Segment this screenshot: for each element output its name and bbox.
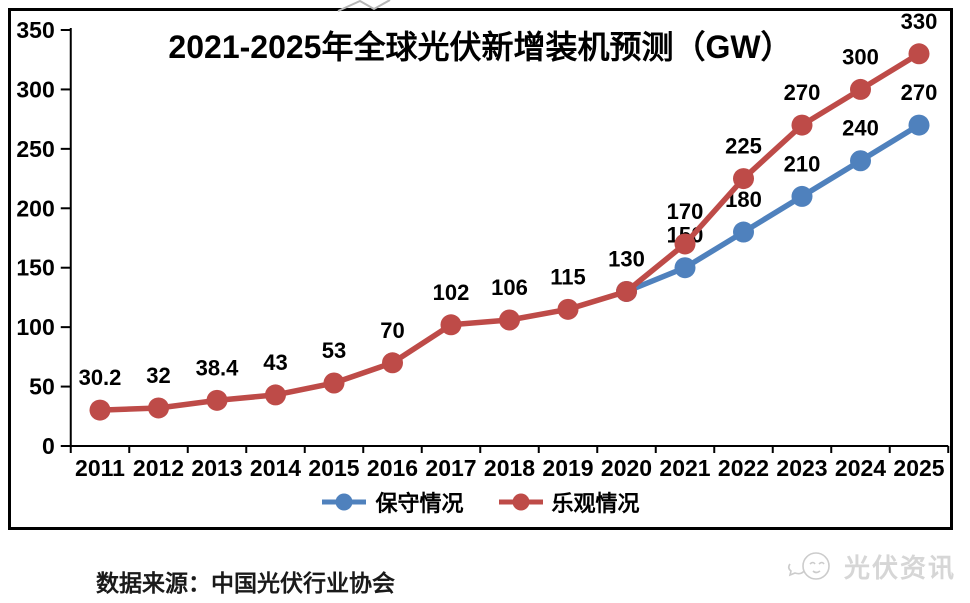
x-axis-tick-label: 2021 [659, 455, 710, 481]
series-line-conservative [625, 122, 921, 295]
y-axis-tick-label: 200 [16, 195, 54, 221]
watermark-text: 光伏资讯 [843, 552, 956, 583]
x-axis-tick-label: 2012 [133, 455, 184, 481]
y-axis-tick-label: 100 [16, 314, 54, 340]
watermark-face-icon [787, 552, 830, 580]
x-axis-tick-label: 2023 [776, 455, 827, 481]
legend-label-optimistic: 乐观情况 [551, 491, 640, 516]
data-point-label: 330 [901, 9, 938, 34]
data-point-label: 70 [380, 318, 404, 343]
y-axis-tick-label: 0 [42, 433, 55, 459]
data-point-label: 240 [842, 116, 879, 141]
data-point-label: 32 [146, 363, 170, 388]
x-axis-tick-label: 2014 [250, 455, 301, 481]
data-point-marker [265, 384, 286, 406]
x-axis-tick-label: 2015 [308, 455, 359, 481]
data-point-label: 43 [263, 350, 287, 375]
data-point-marker [440, 314, 462, 336]
x-axis-tick-label: 2011 [75, 455, 125, 481]
data-point-marker [791, 185, 813, 207]
watermark-fragment [337, 0, 391, 12]
source-note: 数据来源：中国光伏行业协会 [96, 570, 395, 596]
data-point-marker [733, 221, 754, 243]
data-point-marker [323, 372, 345, 394]
x-axis-tick-label: 2013 [191, 455, 242, 481]
chart-legend: 保守情况 乐观情况 [8, 486, 953, 518]
data-point-label: 170 [667, 199, 704, 224]
data-point-marker [89, 399, 111, 421]
y-axis-tick-label: 250 [16, 136, 54, 162]
data-point-marker [499, 309, 520, 331]
data-point-label: 270 [901, 80, 938, 105]
data-point-marker [616, 280, 637, 302]
data-point-label: 106 [491, 275, 528, 300]
data-point-label: 130 [608, 246, 645, 271]
data-point-label: 300 [842, 44, 879, 69]
data-point-marker [148, 397, 169, 419]
data-point-marker [850, 78, 871, 100]
legend-marker-conservative-icon [322, 493, 367, 511]
x-axis-tick-label: 2025 [893, 455, 944, 481]
x-axis-tick-label: 2020 [601, 455, 652, 481]
data-point-label: 30.2 [79, 365, 122, 390]
data-point-marker [382, 352, 403, 374]
x-axis-tick-label: 2017 [425, 455, 476, 481]
y-axis-tick-label: 50 [29, 374, 55, 400]
data-point-marker [674, 233, 696, 255]
x-axis-tick-label: 2016 [367, 455, 418, 481]
y-axis-tick-label: 300 [16, 76, 54, 102]
chart-frame [8, 8, 953, 530]
legend-marker-optimistic-icon [498, 493, 543, 511]
x-axis-tick-label: 2019 [542, 455, 593, 481]
chart-title: 2021-2025年全球光伏新增装机预测（GW） [168, 29, 793, 65]
y-axis-tick-label: 350 [16, 17, 54, 43]
x-axis-tick-label: 2018 [484, 455, 535, 481]
data-point-marker [733, 168, 754, 190]
data-point-marker [908, 114, 930, 136]
watermark: 光伏资讯 [786, 546, 956, 586]
data-point-label: 102 [433, 280, 470, 305]
data-point-label: 38.4 [196, 355, 240, 380]
data-point-label: 270 [784, 80, 821, 105]
data-point-marker [850, 150, 871, 172]
legend-item-conservative: 保守情况 [321, 486, 464, 518]
data-point-label: 115 [550, 264, 586, 289]
data-point-label: 210 [784, 151, 821, 176]
legend-label-conservative: 保守情况 [375, 491, 464, 516]
x-axis-tick-label: 2024 [835, 455, 886, 481]
data-point-marker [557, 298, 579, 320]
data-point-marker [908, 43, 930, 65]
y-axis-tick-label: 150 [16, 255, 54, 281]
data-point-marker [674, 257, 696, 279]
data-point-marker [791, 114, 813, 136]
x-axis-tick-label: 2022 [718, 455, 769, 481]
data-point-marker [206, 389, 228, 411]
legend-item-optimistic: 乐观情况 [498, 486, 640, 518]
data-point-label: 225 [725, 134, 762, 159]
data-point-label: 53 [322, 338, 346, 363]
